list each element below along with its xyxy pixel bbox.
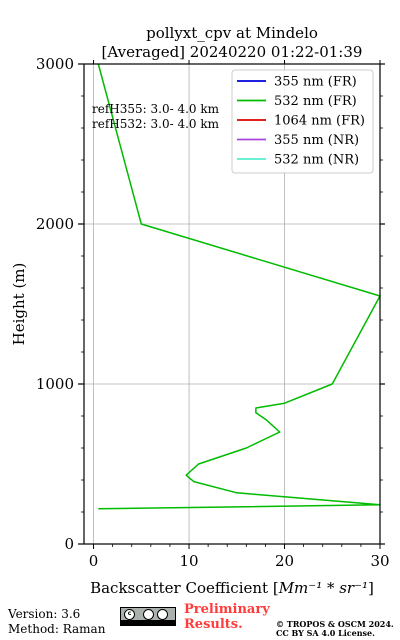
legend-label: 532 nm (NR)	[274, 153, 359, 168]
series-line-1	[97, 63, 381, 510]
version-text: Version: 3.6	[8, 607, 81, 621]
cc-circle-icon: c	[124, 609, 135, 620]
ref-height-355: refH355: 3.0- 4.0 km	[92, 102, 220, 116]
legend-label: 355 nm (FR)	[274, 75, 357, 90]
preliminary-line1: Preliminary	[184, 602, 270, 617]
legend-label: 355 nm (NR)	[274, 133, 359, 148]
x-axis-label: Backscatter Coefficient [Mm⁻¹ * sr⁻¹]	[90, 579, 374, 597]
y-tick-label: 1000	[36, 375, 74, 393]
y-axis-label: Height (m)	[10, 263, 28, 346]
chart-title: pollyxt_cpv at Mindelo	[146, 24, 318, 42]
backscatter-profile-chart: pollyxt_cpv at Mindelo [Averaged] 202402…	[10, 24, 390, 597]
method-text: Method: Raman	[8, 622, 106, 636]
chart-subtitle: [Averaged] 20240220 01:22-01:39	[102, 43, 363, 61]
by-circle-icon	[143, 609, 154, 620]
y-tick-label: 0	[64, 535, 74, 553]
x-tick-label: 30	[370, 552, 389, 570]
x-tick-label: 10	[179, 552, 198, 570]
x-tick-label: 20	[275, 552, 294, 570]
preliminary-notice: Preliminary Results.	[184, 602, 270, 632]
copyright-notice: © TROPOS & OSCM 2024. CC BY SA 4.0 Licen…	[276, 620, 394, 638]
cc-bar	[121, 620, 175, 625]
ref-height-532: refH532: 3.0- 4.0 km	[92, 117, 220, 131]
y-tick-label: 3000	[36, 55, 74, 73]
legend-label: 1064 nm (FR)	[274, 114, 365, 129]
legend-box	[231, 69, 374, 174]
preliminary-line2: Results.	[184, 617, 243, 632]
series-lines	[97, 63, 381, 510]
copyright-line2: CC BY SA 4.0 License.	[276, 628, 375, 638]
legend: 355 nm (FR) 532 nm (FR) 1064 nm (FR) 355 nm…	[231, 69, 374, 174]
plot-frame	[83, 63, 381, 545]
sa-circle-icon	[157, 609, 168, 620]
copyright-line1: © TROPOS & OSCM 2024.	[276, 619, 394, 629]
x-tick-label: 0	[89, 552, 99, 570]
axis-ticks: 0 10 20 30 0 1000 2000 3000	[36, 55, 390, 570]
footer-info: Version: 3.6 Method: Raman	[8, 607, 105, 637]
y-tick-label: 2000	[36, 215, 74, 233]
legend-label: 532 nm (FR)	[274, 94, 357, 109]
cc-by-sa-icon: c	[120, 607, 176, 626]
